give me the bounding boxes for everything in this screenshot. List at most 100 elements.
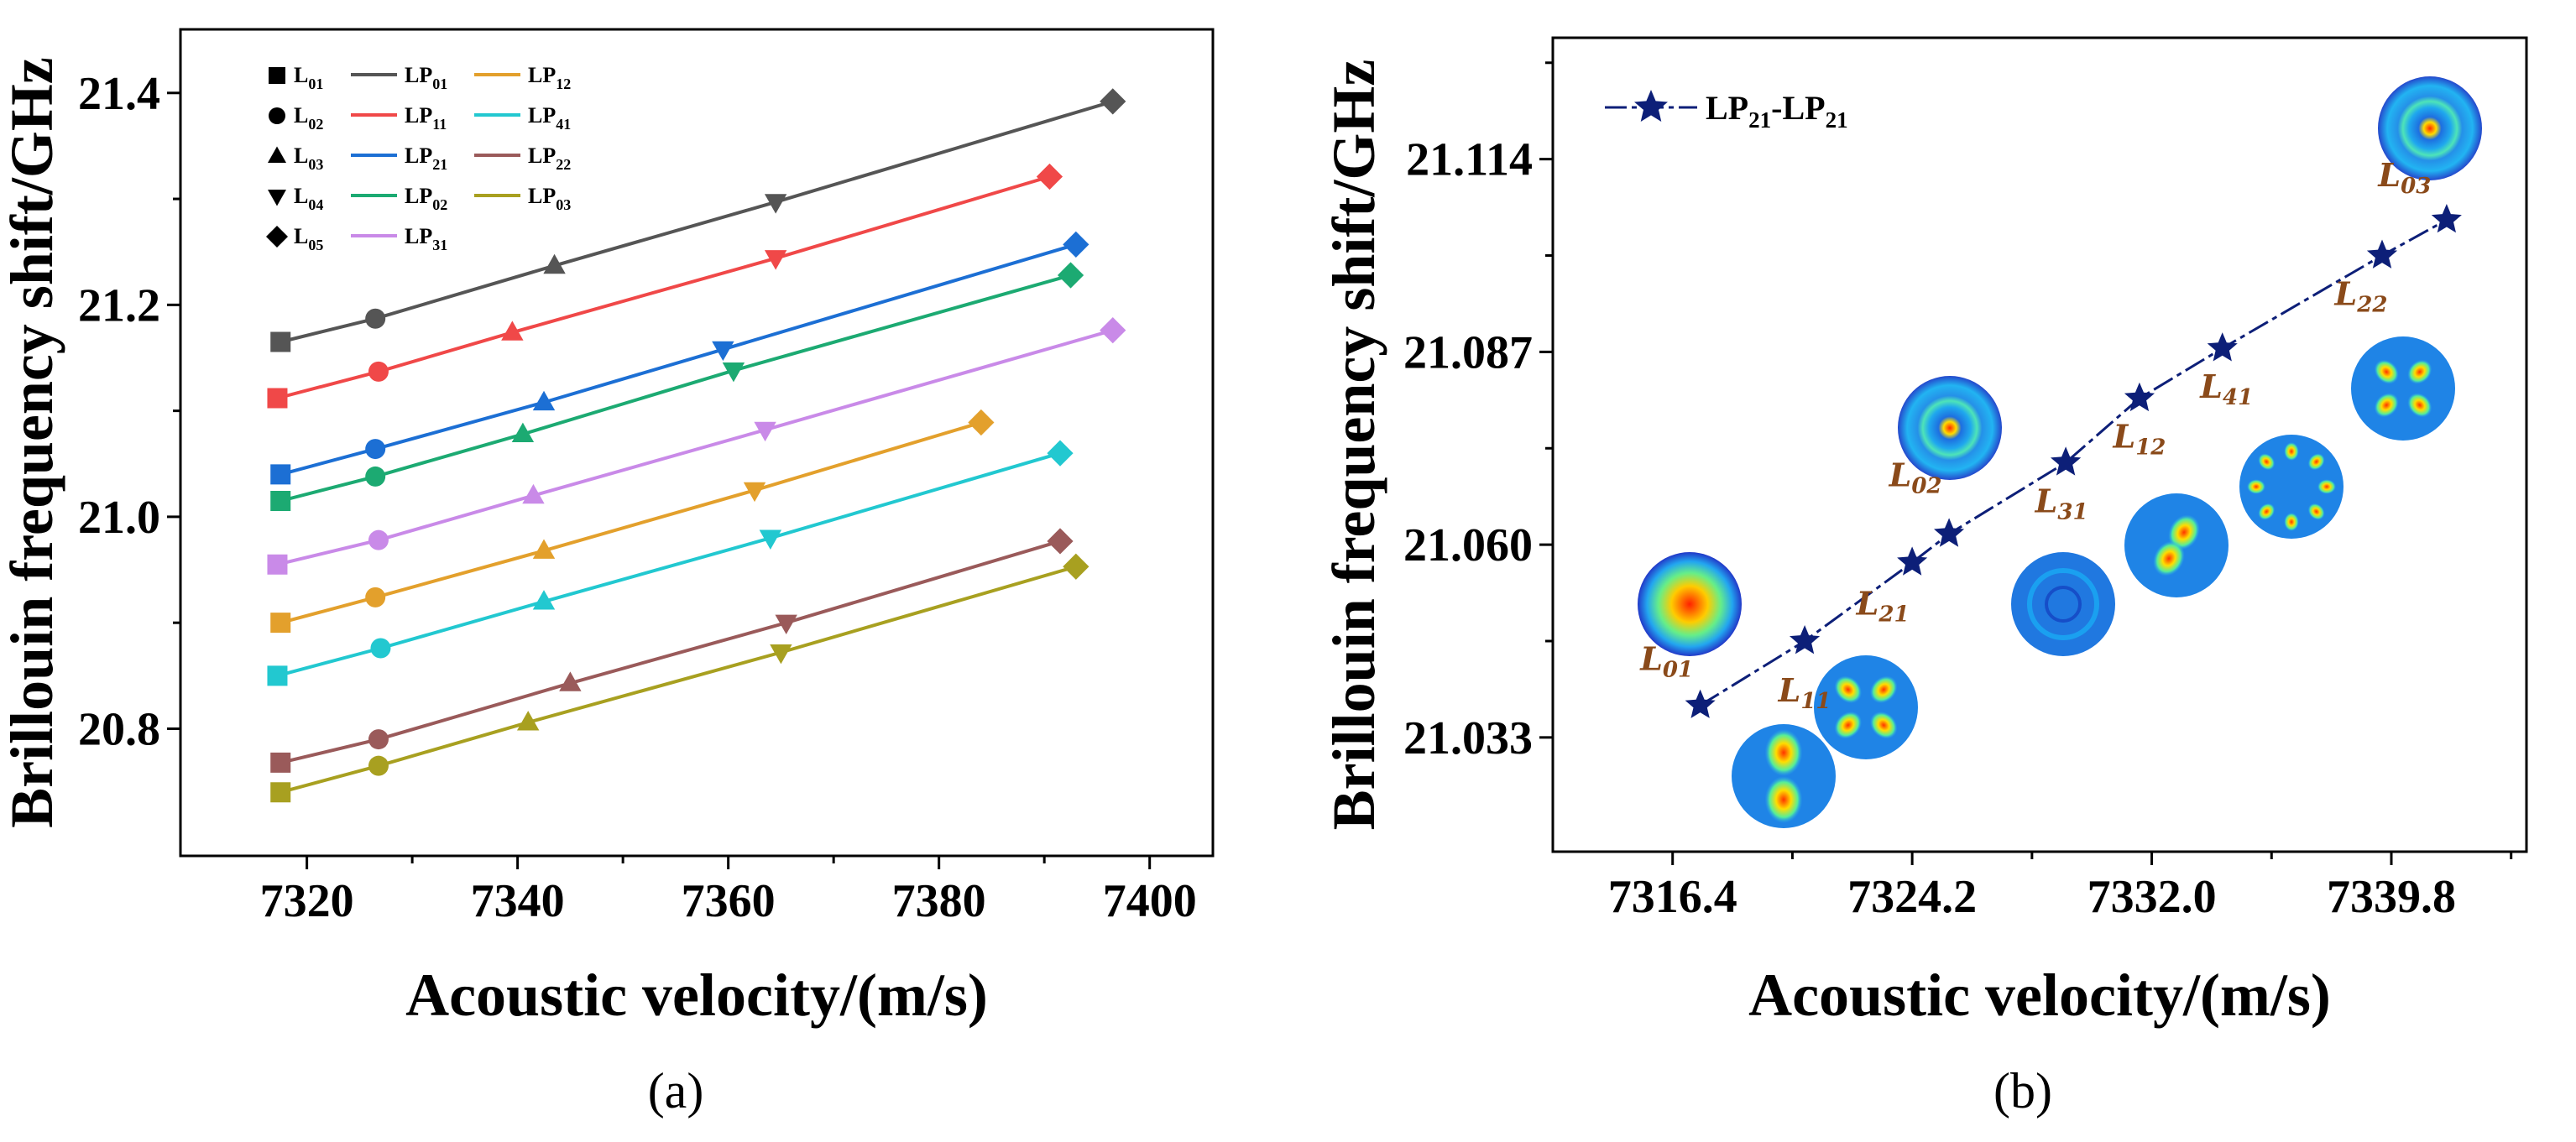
legend-a: L01 L02 L03 L04 L05 LP01 LP11 LP21 LP02 LP31 LP12 L… bbox=[266, 63, 571, 253]
mode-label-l02: L02 bbox=[1889, 456, 1942, 498]
legend-b: LP21-LP21 bbox=[1605, 89, 1848, 133]
legend-series-label: LP11 bbox=[405, 103, 447, 133]
mode-image-l11-lobe bbox=[1764, 729, 1803, 776]
data-point-star bbox=[2431, 204, 2462, 233]
legend-marker bbox=[269, 67, 285, 84]
data-point-lp01 bbox=[365, 308, 386, 329]
legend-marker-label: L02 bbox=[294, 103, 323, 133]
mode-image-l41-lobe bbox=[2284, 442, 2299, 461]
mode-image-l21-lobe bbox=[1834, 675, 1863, 704]
data-point-lp12 bbox=[270, 613, 291, 634]
data-point-lp11 bbox=[764, 250, 787, 270]
data-point-lp01 bbox=[543, 253, 566, 274]
data-point-lp01 bbox=[270, 331, 291, 352]
axis-ticks-b: 7316.4 7324.2 7332.0 7339.8 21.033 21.060 21.0… bbox=[1403, 61, 2513, 923]
chart-panel-a: 7320 7340 7360 7380 7400 20.8 21.0 21.2 21.4 L01… bbox=[0, 28, 1215, 1119]
panel-label-a: (a) bbox=[648, 1063, 704, 1119]
data-point-lp03 bbox=[368, 755, 389, 776]
legend-marker bbox=[268, 190, 286, 206]
x-tick-label: 7339.8 bbox=[2327, 871, 2456, 923]
data-point-lp03 bbox=[270, 782, 291, 803]
plot-frame-b bbox=[1551, 36, 2528, 853]
data-point-lp41 bbox=[370, 638, 391, 659]
data-point-lp41 bbox=[759, 529, 782, 550]
data-point-lp22 bbox=[559, 671, 582, 691]
data-point-star bbox=[1685, 689, 1716, 718]
data-point-lp31 bbox=[754, 421, 776, 442]
mode-image-l21-lobe bbox=[1834, 711, 1863, 739]
mode-image-l31-ring bbox=[2027, 568, 2099, 640]
series-line-lp12 bbox=[280, 420, 982, 625]
mode-image-l41-lobe bbox=[2284, 513, 2299, 531]
data-point-lp21 bbox=[532, 390, 556, 411]
mode-image-l12-lobe bbox=[2168, 514, 2200, 550]
series-line-lp21 bbox=[1699, 218, 2448, 707]
y-tick-label: 21.114 bbox=[1406, 134, 1533, 186]
legend-series-label: LP02 bbox=[405, 184, 447, 213]
legend-series-label: LP03 bbox=[528, 184, 571, 213]
data-point-lp11 bbox=[1036, 163, 1063, 190]
series-line-lp22 bbox=[280, 539, 1061, 764]
data-point-lp22 bbox=[270, 752, 291, 773]
legend-series-label: LP31 bbox=[405, 224, 447, 253]
data-point-lp01 bbox=[1100, 88, 1126, 115]
data-point-star bbox=[1897, 546, 1928, 576]
mode-image-l41-lobe bbox=[2307, 503, 2325, 520]
data-point-lp21 bbox=[365, 439, 386, 460]
series-line-lp01 bbox=[280, 99, 1114, 344]
data-point-star bbox=[1790, 625, 1821, 654]
mode-image-l41-lobe bbox=[2258, 453, 2276, 471]
data-point-lp31 bbox=[1100, 317, 1126, 344]
legend-marker bbox=[266, 226, 288, 248]
data-point-lp02 bbox=[365, 466, 386, 487]
mode-image-l03 bbox=[2378, 76, 2482, 180]
axis-ticks-a: 7320 7340 7360 7380 7400 20.8 21.0 21.2 21.4 bbox=[78, 68, 1197, 927]
data-point-lp22 bbox=[1047, 528, 1074, 555]
data-point-lp41 bbox=[1047, 440, 1074, 467]
data-point-lp21 bbox=[712, 341, 734, 362]
mode-image-l41-lobe bbox=[2307, 453, 2325, 471]
y-tick-label: 21.2 bbox=[78, 279, 160, 331]
legend-series-label: LP22 bbox=[528, 143, 571, 173]
legend-marker-label: L01 bbox=[294, 63, 323, 92]
data-point-lp02 bbox=[270, 490, 291, 511]
legend-series-label: LP01 bbox=[405, 63, 447, 92]
mode-image-l41-lobe bbox=[2258, 503, 2276, 520]
y-axis-title-a: Brillouin frequency shift/GHz bbox=[0, 57, 65, 828]
data-point-lp41 bbox=[267, 665, 288, 686]
data-point-star bbox=[2051, 446, 2082, 476]
series-group-b: L01 L11 L21 L02 L31 L12 L41 L22 L03 bbox=[1639, 156, 2462, 718]
legend-marker-label: L05 bbox=[294, 224, 323, 253]
x-tick-label: 7380 bbox=[892, 875, 986, 927]
data-point-lp01 bbox=[764, 194, 787, 214]
mode-image-l02 bbox=[1898, 376, 2002, 480]
data-point-lp12 bbox=[532, 539, 556, 559]
data-point-lp12 bbox=[968, 409, 995, 436]
data-point-lp21 bbox=[270, 464, 291, 485]
data-point-lp22 bbox=[775, 614, 797, 634]
legend-series-label: LP21 bbox=[405, 143, 447, 173]
legend-marker bbox=[269, 107, 285, 124]
data-point-lp21 bbox=[1063, 231, 1089, 258]
data-point-star bbox=[2366, 239, 2398, 269]
x-tick-label: 7324.2 bbox=[1847, 871, 1977, 923]
mode-label-l22: L22 bbox=[2334, 275, 2388, 318]
legend-marker bbox=[1634, 90, 1668, 122]
series-line-lp21 bbox=[280, 242, 1077, 477]
mode-image-l22 bbox=[2351, 336, 2455, 441]
series-line-lp41 bbox=[276, 451, 1061, 678]
y-tick-label: 21.087 bbox=[1403, 326, 1533, 378]
data-point-lp11 bbox=[501, 321, 524, 341]
series-line-lp03 bbox=[280, 565, 1077, 795]
mode-image-l22-lobe bbox=[2374, 393, 2399, 418]
data-point-lp02 bbox=[1057, 262, 1084, 289]
plot-frame-a bbox=[179, 28, 1215, 858]
chart-panel-b: L01 L11 L21 L02 L31 L12 L41 L22 L03 7316.4 7324.2… bbox=[1320, 36, 2528, 1119]
mode-label-l41: L41 bbox=[2199, 368, 2253, 410]
legend-marker-label: L04 bbox=[294, 184, 323, 213]
legend-series-label: LP41 bbox=[528, 103, 571, 133]
legend-series-label: LP12 bbox=[528, 63, 571, 92]
x-tick-label: 7360 bbox=[682, 875, 776, 927]
mode-image-l31-core bbox=[2045, 586, 2082, 623]
